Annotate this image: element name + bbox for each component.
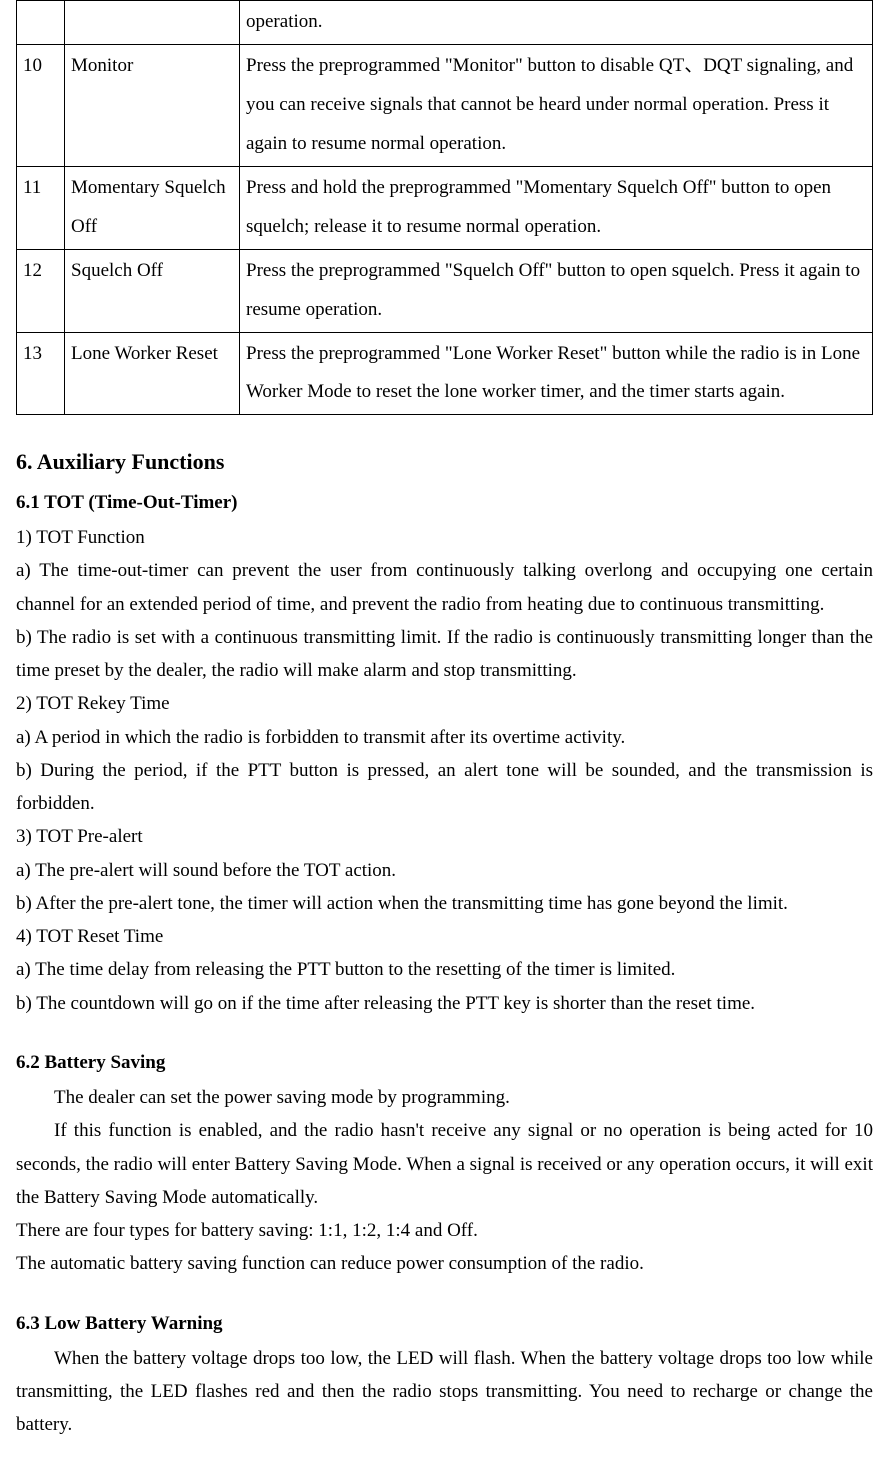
body-text: b) The countdown will go on if the time … (16, 987, 873, 1020)
cell-name: Monitor (65, 44, 240, 166)
cell-desc: Press the preprogrammed "Monitor" button… (240, 44, 873, 166)
cell-num: 12 (17, 249, 65, 332)
cell-num: 10 (17, 44, 65, 166)
table-row: operation. (17, 1, 873, 45)
body-text: If this function is enabled, and the rad… (16, 1114, 873, 1214)
body-text: a) The pre-alert will sound before the T… (16, 854, 873, 887)
cell-desc: Press the preprogrammed "Lone Worker Res… (240, 332, 873, 415)
table-row: 11 Momentary Squelch Off Press and hold … (17, 166, 873, 249)
section-6-1-title: 6.1 TOT (Time-Out-Timer) (16, 486, 873, 519)
body-text: The dealer can set the power saving mode… (16, 1081, 873, 1114)
body-text: 3) TOT Pre-alert (16, 820, 873, 853)
section-6-title: 6. Auxiliary Functions (16, 443, 873, 482)
body-text: The automatic battery saving function ca… (16, 1247, 873, 1280)
body-text: 1) TOT Function (16, 521, 873, 554)
cell-desc: Press the preprogrammed "Squelch Off" bu… (240, 249, 873, 332)
body-text: b) During the period, if the PTT button … (16, 754, 873, 821)
cell-desc: operation. (240, 1, 873, 45)
body-text: a) The time-out-timer can prevent the us… (16, 554, 873, 621)
cell-name: Squelch Off (65, 249, 240, 332)
cell-name: Momentary Squelch Off (65, 166, 240, 249)
body-text: a) The time delay from releasing the PTT… (16, 953, 873, 986)
cell-desc: Press and hold the preprogrammed "Moment… (240, 166, 873, 249)
section-6-3-title: 6.3 Low Battery Warning (16, 1307, 873, 1340)
cell-num: 11 (17, 166, 65, 249)
function-table: operation. 10 Monitor Press the preprogr… (16, 0, 873, 415)
table-row: 12 Squelch Off Press the preprogrammed "… (17, 249, 873, 332)
body-text: 4) TOT Reset Time (16, 920, 873, 953)
table-row: 10 Monitor Press the preprogrammed "Moni… (17, 44, 873, 166)
cell-name: Lone Worker Reset (65, 332, 240, 415)
cell-num: 13 (17, 332, 65, 415)
body-text: When the battery voltage drops too low, … (16, 1342, 873, 1442)
body-text: a) A period in which the radio is forbid… (16, 721, 873, 754)
section-6-2-title: 6.2 Battery Saving (16, 1046, 873, 1079)
body-text: There are four types for battery saving:… (16, 1214, 873, 1247)
cell-num (17, 1, 65, 45)
body-text: 2) TOT Rekey Time (16, 687, 873, 720)
body-text: b) After the pre-alert tone, the timer w… (16, 887, 873, 920)
table-row: 13 Lone Worker Reset Press the preprogra… (17, 332, 873, 415)
body-text: b) The radio is set with a continuous tr… (16, 621, 873, 688)
cell-name (65, 1, 240, 45)
